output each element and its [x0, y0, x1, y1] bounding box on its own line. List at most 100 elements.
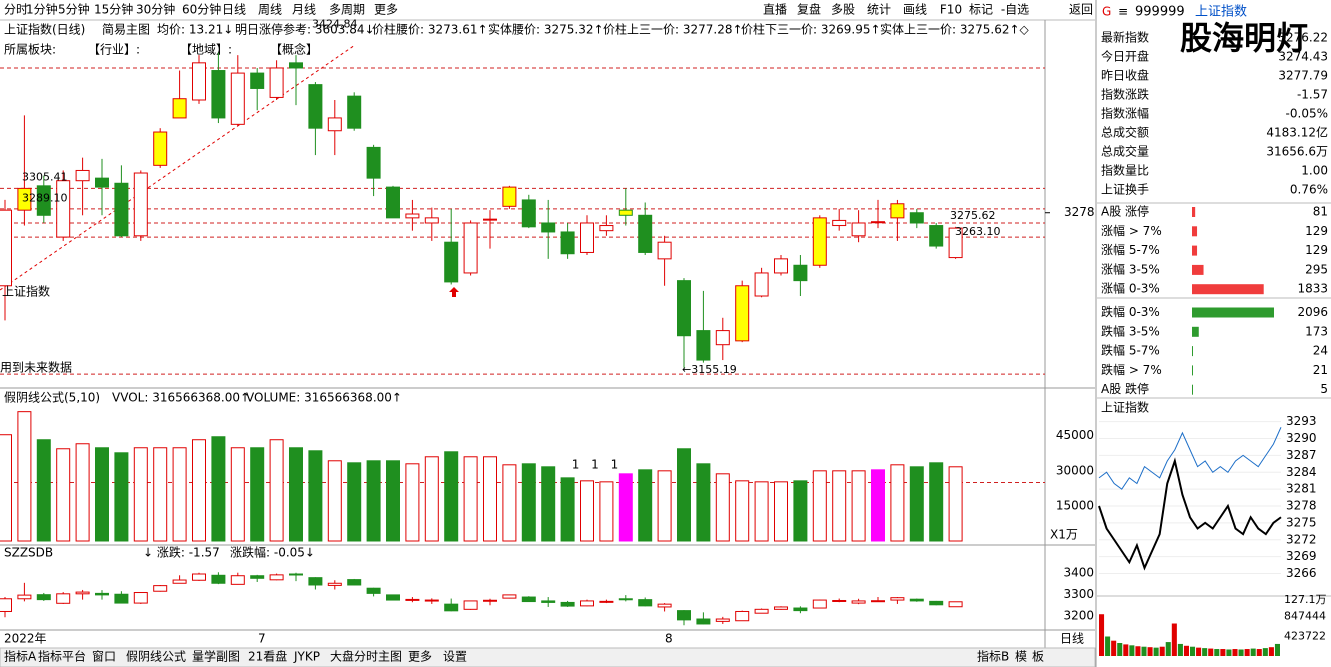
bottom-tab[interactable]: 窗口: [92, 650, 116, 664]
candle-body: [192, 573, 206, 581]
bottom-tab[interactable]: 指标平台: [38, 649, 86, 664]
volume-bar: [909, 466, 924, 542]
dist-bar: [1192, 284, 1264, 295]
candle-body: [735, 285, 750, 342]
bottom-tab[interactable]: 模: [1015, 650, 1027, 664]
bottom-tab[interactable]: 大盘分时主图: [330, 649, 402, 664]
candle-body: [56, 180, 71, 238]
toolbar-tab[interactable]: 月线: [292, 3, 316, 17]
toolbar-tab[interactable]: 多周期: [329, 3, 365, 17]
quote-value: 1.00: [1301, 164, 1328, 178]
toolbar-button[interactable]: 返回: [1069, 3, 1093, 17]
info-item: 均价: 13.21↓: [157, 23, 233, 37]
dist-label: 跌幅 > 7%: [1101, 362, 1162, 377]
candle-body: [812, 217, 827, 266]
volume-bar: [366, 460, 381, 542]
toolbar-button[interactable]: 统计: [867, 3, 891, 17]
volume-bar: [541, 466, 556, 542]
info-item: 明日涨停参考: 3603.84↓: [235, 22, 375, 37]
bottom-tab[interactable]: 21看盘: [248, 649, 287, 664]
bottom-tab[interactable]: 指标A: [4, 649, 37, 664]
side-code: 999999: [1135, 5, 1185, 20]
bottom-bar: [0, 647, 1096, 667]
candle-body: [153, 585, 168, 592]
toolbar-button[interactable]: 画线: [903, 3, 927, 17]
toolbar-button[interactable]: -自选: [1001, 3, 1029, 17]
toolbar-button[interactable]: 复盘: [797, 2, 821, 17]
candle-body: [114, 593, 129, 604]
dist-label: A股 跌停: [1101, 381, 1149, 396]
mini-vol-bar: [1190, 646, 1196, 656]
date-label: 7: [258, 632, 266, 646]
toolbar-button[interactable]: 直播: [763, 3, 787, 17]
candle-body: [502, 594, 517, 599]
quote-label: 上证换手: [1101, 183, 1149, 197]
volume-bar: [386, 460, 400, 542]
sub-header: SZZSDB: [4, 546, 53, 560]
toolbar-button[interactable]: F10: [940, 3, 962, 17]
toolbar-tab[interactable]: 30分钟: [136, 2, 175, 17]
candle-body: [95, 177, 109, 188]
volume-bar: [95, 447, 109, 542]
mini-tick-label: 3287: [1286, 448, 1317, 462]
toolbar-tab[interactable]: 更多: [374, 3, 398, 17]
candle-body: [56, 593, 71, 604]
bottom-tab[interactable]: 板: [1032, 650, 1044, 664]
candle-body: [0, 598, 12, 612]
toolbar-tab[interactable]: 5分钟: [58, 2, 90, 17]
candle-body: [17, 187, 32, 211]
dist-bar: [1192, 384, 1193, 395]
volume-bar: [812, 470, 827, 542]
bottom-tab[interactable]: 更多: [408, 650, 432, 664]
candle-body: [715, 618, 730, 622]
volume-bar: [793, 480, 808, 542]
candle-body: [386, 186, 400, 219]
candle-body: [347, 95, 362, 129]
toolbar-tab[interactable]: 60分钟: [182, 2, 221, 17]
toolbar-tab[interactable]: 日线: [222, 3, 246, 17]
volume-bar: [153, 447, 168, 542]
volume-header: VVOL: 316566368.00↑: [112, 391, 250, 405]
candle-body: [444, 603, 459, 612]
volume-bar: [677, 448, 691, 542]
bottom-tab[interactable]: 设置: [443, 650, 467, 664]
mini-vol-bar: [1244, 649, 1250, 656]
volume-bar: [851, 470, 866, 542]
candle-body: [211, 574, 226, 584]
candle-body: [133, 592, 148, 604]
volume-bar: [347, 462, 362, 542]
bottom-tab[interactable]: JYKP: [293, 650, 320, 664]
mini-vol-bar: [1165, 642, 1171, 656]
toolbar-tab[interactable]: 周线: [258, 3, 282, 17]
mini-vol-tick: 127.1万: [1284, 593, 1327, 606]
mini-tick-label: 3266: [1286, 566, 1317, 580]
candle-body: [153, 131, 168, 166]
quote-value: 31656.6万: [1266, 145, 1328, 159]
volume-bar: [657, 470, 672, 542]
main-label: 上证指数: [2, 284, 50, 299]
volume-unit: X1万: [1050, 528, 1078, 542]
mini-tick-label: 3293: [1286, 414, 1317, 428]
info-template: 简易主图: [102, 23, 150, 37]
candle-body: [774, 258, 788, 274]
candle-body: [871, 221, 885, 224]
toolbar-tab[interactable]: 1分钟: [26, 2, 58, 17]
quote-value: 0.76%: [1290, 183, 1328, 197]
dist-label: 涨幅 5-7%: [1101, 242, 1160, 257]
dist-label: 涨幅 > 7%: [1101, 223, 1162, 238]
bottom-tab[interactable]: 量学副图: [192, 649, 240, 664]
bottom-tab[interactable]: 假阴线公式: [126, 650, 186, 664]
candle-body: [657, 603, 672, 608]
toolbar-button[interactable]: 标记: [969, 3, 993, 17]
candle-body: [560, 231, 575, 255]
candle-body: [502, 186, 517, 207]
candle-body: [521, 199, 536, 228]
quote-label: 今日开盘: [1101, 49, 1149, 64]
toolbar-tab[interactable]: 15分钟: [94, 2, 133, 17]
toolbar-button[interactable]: 多股: [831, 3, 855, 17]
volume-bar: [580, 480, 594, 542]
signal-arrow: [449, 287, 459, 297]
candle-body: [832, 219, 847, 227]
toolbar-tab[interactable]: 分时: [4, 3, 28, 17]
bottom-tab[interactable]: 指标B: [977, 649, 1009, 664]
